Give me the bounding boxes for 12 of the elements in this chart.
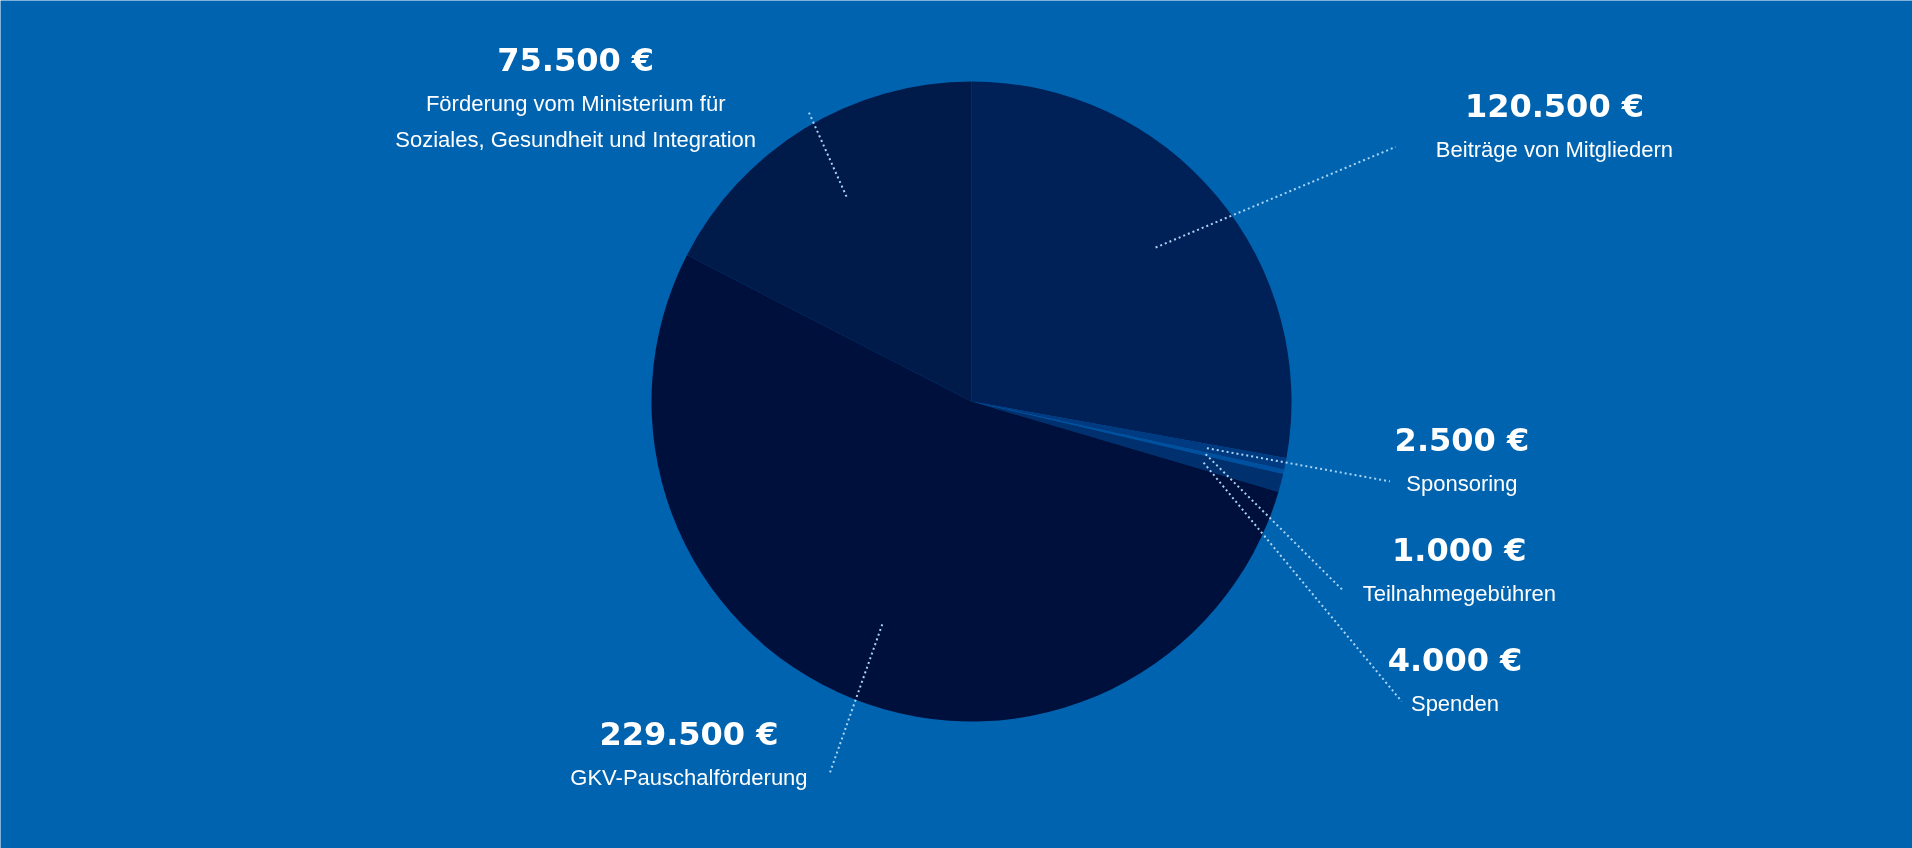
- slice-label: Spenden: [1410, 691, 1500, 717]
- data-label: 2.500 €: [1394, 421, 1530, 460]
- slice-label: GKV-Pauschalförderung: [570, 764, 808, 790]
- data-label: 75.500 €: [497, 40, 655, 79]
- slice-label: Beiträge von Mitgliedern: [1435, 136, 1674, 162]
- slice-label: Teilnahmegebühren: [1362, 581, 1556, 607]
- data-label: 120.500 €: [1464, 86, 1645, 125]
- data-label: 229.500 €: [599, 714, 779, 753]
- slice-label: Förderung vom Ministerium für Soziales, Gesundheit und Integration: [395, 90, 757, 152]
- data-label: 4.000 €: [1387, 641, 1523, 680]
- slice-label: Sponsoring: [1406, 471, 1518, 497]
- data-label: 1.000 €: [1392, 531, 1527, 570]
